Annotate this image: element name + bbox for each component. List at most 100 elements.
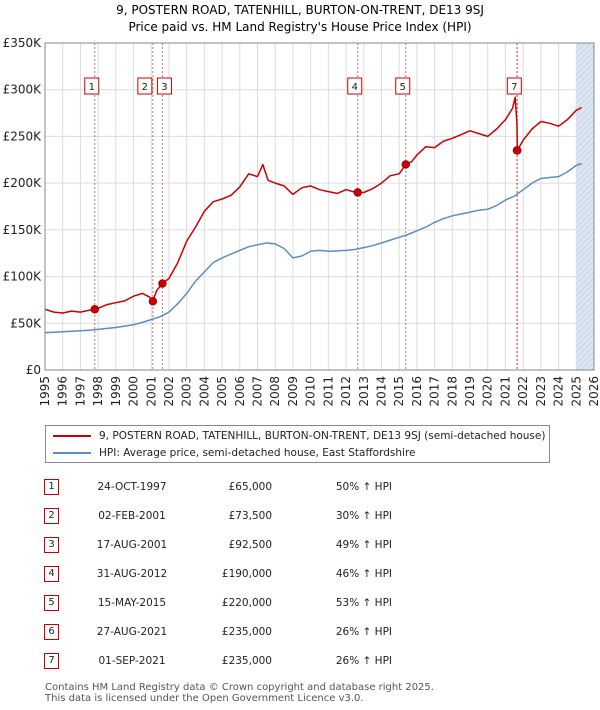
sale-box-label-4: 4 bbox=[352, 82, 358, 93]
table-row: 5 15-MAY-2015 £220,000 53% ↑ HPI bbox=[44, 588, 402, 617]
row-number-badge: 7 bbox=[44, 652, 59, 669]
plot-area bbox=[45, 43, 594, 370]
table-row: 1 24-OCT-1997 £65,000 50% ↑ HPI bbox=[44, 472, 402, 501]
sale-point-7 bbox=[513, 146, 522, 155]
x-tick-label: 1999 bbox=[109, 376, 123, 407]
x-tick-label: 2012 bbox=[339, 376, 353, 407]
y-tick-label: £200K bbox=[3, 176, 43, 190]
sale-point-2 bbox=[148, 297, 158, 306]
x-tick-label: 2007 bbox=[251, 376, 265, 407]
row-number-cell: 1 bbox=[44, 472, 82, 501]
table-row: 4 31-AUG-2012 £190,000 46% ↑ HPI bbox=[44, 559, 402, 588]
row-price: £65,000 bbox=[228, 480, 272, 493]
sales-table: 1 24-OCT-1997 £65,000 50% ↑ HPI 2 02-FEB-2001… bbox=[44, 472, 402, 675]
row-number-cell: 6 bbox=[44, 617, 82, 646]
sale-box-3 bbox=[156, 77, 172, 95]
row-date: 31-AUG-2012 bbox=[96, 567, 168, 580]
row-price: £190,000 bbox=[221, 567, 272, 580]
sale-point-3 bbox=[158, 279, 167, 288]
y-tick-label: £0 bbox=[26, 363, 41, 377]
x-tick-label: 1998 bbox=[91, 376, 105, 407]
row-number-cell: 7 bbox=[44, 646, 82, 675]
sale-box-label-1: 1 bbox=[89, 82, 95, 93]
x-tick-label: 2021 bbox=[498, 376, 512, 407]
sale-box-5 bbox=[395, 77, 411, 95]
row-hpi: 30% ↑ HPI bbox=[335, 509, 392, 522]
row-hpi: 49% ↑ HPI bbox=[335, 538, 392, 551]
y-tick-label: £350K bbox=[3, 36, 43, 50]
y-tick-label: £100K bbox=[3, 270, 43, 284]
row-date: 27-AUG-2021 bbox=[96, 625, 168, 638]
y-tick-label: £50K bbox=[10, 316, 42, 330]
x-tick-label: 2004 bbox=[197, 376, 211, 407]
legend-hpi: HPI: Average price, semi-detached house,… bbox=[53, 444, 416, 462]
sale-box-label-7: 7 bbox=[511, 82, 517, 93]
sale-box-7 bbox=[506, 77, 522, 95]
x-tick-label: 2019 bbox=[463, 376, 477, 407]
table-row: 7 01-SEP-2021 £235,000 26% ↑ HPI bbox=[44, 646, 402, 675]
row-number-badge: 1 bbox=[44, 478, 59, 495]
x-tick-label: 2011 bbox=[321, 376, 335, 407]
x-tick-label: 2005 bbox=[215, 376, 229, 407]
row-price: £235,000 bbox=[221, 625, 272, 638]
row-price: £73,500 bbox=[228, 509, 272, 522]
footer: Contains HM Land Registry data © Crown c… bbox=[45, 682, 434, 704]
x-tick-label: 1995 bbox=[38, 376, 52, 407]
x-tick-label: 2003 bbox=[180, 376, 194, 407]
x-tick-label: 2000 bbox=[127, 376, 141, 407]
x-tick-label: 2015 bbox=[392, 376, 406, 407]
sale-box-2 bbox=[137, 77, 153, 95]
sale-box-label-2: 2 bbox=[142, 82, 148, 93]
x-tick-label: 2026 bbox=[587, 376, 600, 407]
row-price: £92,500 bbox=[228, 538, 272, 551]
sale-points bbox=[90, 146, 522, 314]
x-tick-label: 2001 bbox=[144, 376, 158, 407]
row-number-cell: 4 bbox=[44, 559, 82, 588]
price-chart: 9, POSTERN ROAD, TATENHILL, BURTON-ON-TR… bbox=[3, 3, 600, 407]
row-number-badge: 6 bbox=[44, 623, 59, 640]
forecast-shade bbox=[576, 43, 594, 370]
sale-label-boxes: 1 2 3 4 5 7 bbox=[84, 77, 522, 95]
row-date: 17-AUG-2001 bbox=[96, 538, 168, 551]
sale-box-1 bbox=[84, 77, 100, 95]
chart-subtitle: Price paid vs. HM Land Registry's House … bbox=[128, 20, 471, 34]
plot-frame bbox=[44, 42, 595, 371]
legend-hpi-swatch bbox=[53, 452, 91, 454]
row-hpi: 46% ↑ HPI bbox=[335, 567, 392, 580]
x-tick-label: 2008 bbox=[268, 376, 282, 407]
footer-licence: This data is licensed under the Open Gov… bbox=[45, 693, 364, 704]
sale-point-5 bbox=[401, 160, 410, 169]
row-price: £220,000 bbox=[221, 596, 272, 609]
legend-price-label: 9, POSTERN ROAD, TATENHILL, BURTON-ON-TR… bbox=[99, 430, 546, 442]
x-tick-label: 2002 bbox=[162, 376, 176, 407]
x-axis-ticks: 1995 1996 1997 1998 1999 2000 2001 2002 2003 2004… bbox=[38, 376, 600, 407]
table-row: 2 02-FEB-2001 £73,500 30% ↑ HPI bbox=[44, 501, 402, 530]
y-tick-label: £150K bbox=[3, 223, 43, 237]
legend-price: 9, POSTERN ROAD, TATENHILL, BURTON-ON-TR… bbox=[53, 427, 545, 445]
row-number-badge: 5 bbox=[44, 594, 59, 611]
sale-box-label-3: 3 bbox=[161, 82, 167, 93]
x-tick-label: 2020 bbox=[481, 376, 495, 407]
x-tick-label: 1997 bbox=[73, 376, 87, 407]
legend-hpi-label: HPI: Average price, semi-detached house,… bbox=[99, 447, 416, 459]
y-tick-label: £250K bbox=[3, 129, 43, 143]
row-price: £235,000 bbox=[221, 654, 272, 667]
legend-price-swatch bbox=[53, 435, 91, 437]
series-lines bbox=[44, 96, 582, 334]
row-number-cell: 3 bbox=[44, 530, 82, 559]
sale-box-4 bbox=[347, 77, 363, 95]
row-hpi: 26% ↑ HPI bbox=[335, 625, 392, 638]
legend: 9, POSTERN ROAD, TATENHILL, BURTON-ON-TR… bbox=[45, 425, 550, 463]
x-tick-label: 2016 bbox=[410, 376, 424, 407]
row-number-cell: 5 bbox=[44, 588, 82, 617]
row-hpi: 50% ↑ HPI bbox=[335, 480, 392, 493]
row-hpi: 53% ↑ HPI bbox=[335, 596, 392, 609]
row-hpi: 26% ↑ HPI bbox=[335, 654, 392, 667]
y-tick-label: £300K bbox=[3, 83, 43, 97]
table-row: 6 27-AUG-2021 £235,000 26% ↑ HPI bbox=[44, 617, 402, 646]
price-paid-line bbox=[44, 96, 582, 314]
hpi-line bbox=[44, 162, 582, 334]
x-tick-label: 1996 bbox=[56, 376, 70, 407]
x-tick-label: 2006 bbox=[233, 376, 247, 407]
y-axis-ticks: £0 £50K £100K £150K £200K £250K £300K £350K bbox=[3, 36, 43, 377]
